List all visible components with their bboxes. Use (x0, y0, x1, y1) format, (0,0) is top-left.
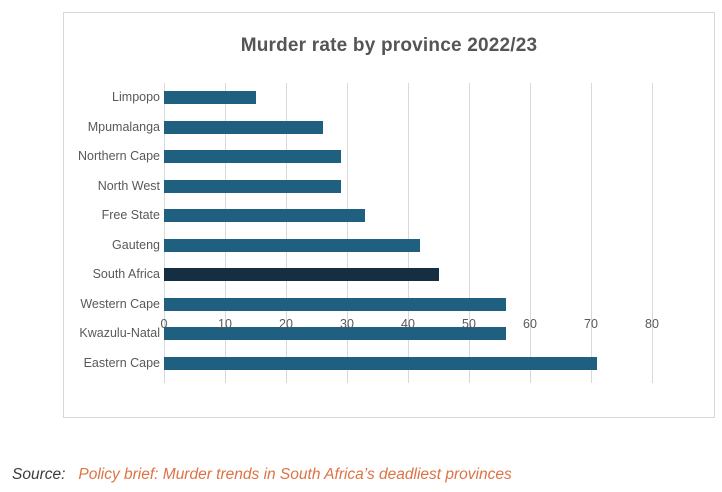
category-label: Western Cape (80, 296, 160, 311)
category-label: Eastern Cape (83, 355, 160, 370)
bar-row (164, 349, 652, 379)
x-tick-label: 80 (645, 317, 659, 331)
bar-row (164, 83, 652, 113)
bar-northern-cape (164, 150, 341, 164)
source-line: Source: Policy brief: Murder trends in S… (12, 466, 512, 484)
bar-limpopo (164, 91, 256, 105)
category-label: Gauteng (112, 237, 160, 252)
bar-row (164, 113, 652, 143)
bar-row (164, 231, 652, 261)
source-spacer (70, 466, 74, 483)
bar-row (164, 260, 652, 290)
x-tick-label: 20 (279, 317, 293, 331)
category-label: Mpumalanga (87, 119, 160, 134)
x-tick-label: 10 (218, 317, 232, 331)
bar-row (164, 319, 652, 349)
bar-western-cape (164, 297, 506, 311)
gridline (347, 83, 348, 383)
category-label: South Africa (92, 267, 160, 281)
gridline (225, 83, 226, 383)
category-label: Limpopo (112, 90, 160, 104)
category-axis: Limpopo Mpumalanga Northern Cape North West… (64, 83, 160, 378)
bar-north-west (164, 179, 341, 193)
chart-card: Murder rate by province 2022/23 Limpopo M… (63, 12, 715, 418)
gridline (652, 83, 653, 383)
bar-free-state (164, 209, 366, 223)
source-link[interactable]: Policy brief: Murder trends in South Afr… (78, 466, 512, 483)
x-tick-label: 30 (340, 317, 354, 331)
gridline (164, 83, 165, 383)
category-label: Kwazulu-Natal (79, 326, 160, 340)
bar-row (164, 172, 652, 202)
bar-gauteng (164, 238, 421, 252)
plot-area (164, 83, 653, 383)
bar-mpumalanga (164, 120, 323, 134)
bar-south-africa (164, 268, 439, 282)
x-tick-label: 40 (401, 317, 415, 331)
x-tick-label: 60 (523, 317, 537, 331)
gridline (408, 83, 409, 383)
bar-row (164, 142, 652, 172)
bar-eastern-cape (164, 356, 598, 370)
gridline (530, 83, 531, 383)
bar-row (164, 201, 652, 231)
bar-kwazulu-natal (164, 327, 506, 341)
category-label: North West (97, 178, 160, 193)
x-tick-label: 0 (160, 317, 168, 331)
gridline (591, 83, 592, 383)
gridline (286, 83, 287, 383)
x-axis: 0 10 20 30 40 50 60 70 80 (160, 315, 659, 335)
category-label: Free State (101, 208, 160, 222)
chart-title: Murder rate by province 2022/23 (240, 35, 538, 56)
x-tick-label: 50 (462, 317, 476, 331)
category-label: Northern Cape (78, 149, 160, 163)
x-tick-label: 70 (584, 317, 598, 331)
bar-row (164, 290, 652, 320)
source-prefix-label: Source: (12, 466, 66, 483)
gridline (469, 83, 470, 383)
